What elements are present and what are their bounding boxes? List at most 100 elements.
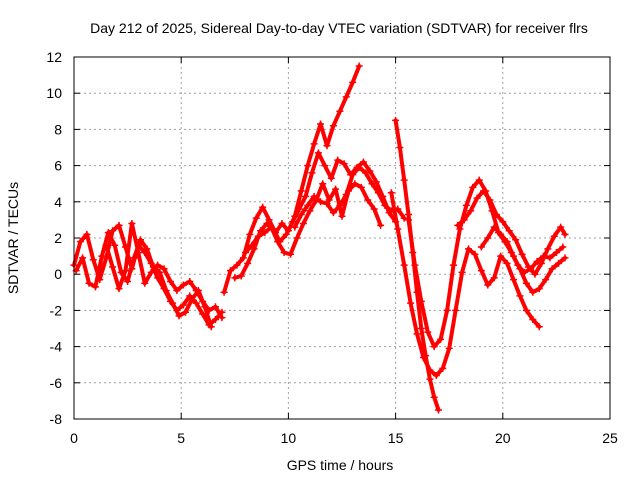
data-point	[400, 261, 408, 269]
data-point	[314, 149, 322, 157]
data-point	[156, 268, 164, 276]
data-point	[518, 250, 526, 258]
data-point	[299, 220, 307, 228]
data-point	[336, 201, 344, 209]
data-point	[477, 243, 485, 251]
data-point	[437, 335, 445, 343]
data-point	[449, 261, 457, 269]
data-point	[525, 263, 533, 271]
data-point	[136, 236, 144, 244]
data-point	[79, 254, 87, 262]
data-point	[317, 120, 325, 128]
data-point	[212, 303, 220, 311]
x-tick-label: 10	[281, 430, 297, 446]
data-point	[366, 167, 374, 175]
data-point	[169, 299, 177, 307]
data-point	[362, 169, 370, 177]
data-point	[467, 207, 475, 215]
data-point	[239, 254, 247, 262]
data-point	[317, 198, 325, 206]
data-point	[512, 236, 520, 244]
data-point	[419, 353, 427, 361]
data-point	[458, 268, 466, 276]
x-tick-label: 20	[495, 430, 511, 446]
data-point	[430, 343, 438, 351]
data-point	[546, 254, 554, 262]
data-point	[460, 216, 468, 224]
data-point	[434, 406, 442, 414]
data-point	[473, 194, 481, 202]
data-point	[503, 259, 511, 267]
data-point	[231, 274, 239, 282]
data-point	[304, 162, 312, 170]
data-point	[548, 265, 556, 273]
data-point	[499, 218, 507, 226]
data-point	[308, 169, 316, 177]
data-point	[336, 107, 344, 115]
axis-ticks: 0 5 10 15 20 25 -8 -6 -4 -2 0 2 4 6 8 10 12	[46, 49, 618, 446]
data-point	[130, 254, 138, 262]
data-point	[477, 267, 485, 275]
data-point	[237, 272, 245, 280]
data-point	[439, 364, 447, 372]
data-point	[192, 286, 200, 294]
data-point	[368, 180, 376, 188]
data-point	[76, 238, 84, 246]
data-point	[432, 372, 440, 380]
y-tick-label: 8	[54, 121, 62, 137]
satellite-track-3	[102, 220, 226, 322]
data-point	[484, 234, 492, 242]
data-point	[115, 221, 123, 229]
data-point	[220, 288, 228, 296]
data-point	[207, 323, 215, 331]
data-point	[109, 227, 117, 235]
series-line	[243, 181, 383, 257]
data-point	[104, 229, 112, 237]
data-point	[289, 218, 297, 226]
data-point	[287, 250, 295, 258]
data-point	[559, 243, 567, 251]
data-point	[186, 277, 194, 285]
y-tick-label: 2	[54, 230, 62, 246]
data-point	[192, 299, 200, 307]
y-tick-label: -4	[50, 339, 63, 355]
data-point	[278, 220, 286, 228]
x-tick-label: 25	[602, 430, 618, 446]
data-point	[267, 223, 275, 231]
data-point	[83, 230, 91, 238]
data-point	[426, 366, 434, 374]
data-point	[263, 220, 271, 228]
data-point	[227, 267, 235, 275]
data-point	[293, 234, 301, 242]
data-point	[407, 299, 415, 307]
data-point	[175, 312, 183, 320]
data-point	[443, 306, 451, 314]
data-point	[522, 279, 530, 287]
series-line	[292, 165, 407, 230]
data-point	[349, 171, 357, 179]
data-point	[529, 315, 537, 323]
data-point	[181, 308, 189, 316]
data-point	[329, 209, 337, 217]
data-point	[329, 122, 337, 130]
data-point	[310, 192, 318, 200]
data-point	[160, 265, 168, 273]
data-point	[218, 314, 226, 322]
data-point	[484, 281, 492, 289]
data-point	[374, 189, 382, 197]
data-point	[265, 216, 273, 224]
data-point	[531, 270, 539, 278]
data-point	[242, 248, 250, 256]
data-point	[394, 225, 402, 233]
data-point	[503, 238, 511, 246]
x-axis-label: GPS time / hours	[287, 457, 394, 473]
data-point	[544, 245, 552, 253]
data-point	[111, 241, 119, 249]
data-point	[351, 180, 359, 188]
data-point	[492, 210, 500, 218]
data-point	[162, 286, 170, 294]
data-point	[291, 223, 299, 231]
x-tick-label: 15	[388, 430, 404, 446]
data-point	[212, 315, 220, 323]
data-point	[323, 142, 331, 150]
